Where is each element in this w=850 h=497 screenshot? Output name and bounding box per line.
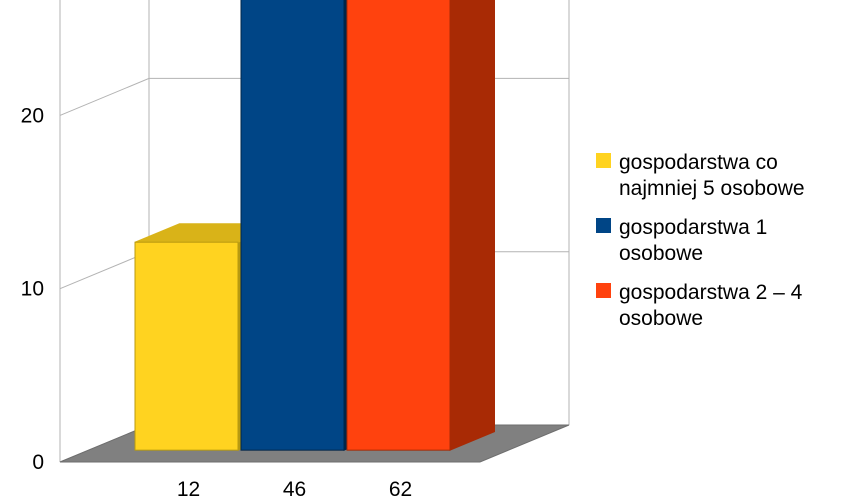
legend-label-line: osobowe: [619, 242, 703, 265]
bar-front: [134, 241, 239, 451]
chart-walls: [59, 0, 570, 462]
legend-swatch: [596, 218, 611, 233]
bar-side: [449, 0, 495, 451]
x-tick-label: 12: [177, 478, 200, 497]
legend-swatch: [596, 153, 611, 168]
x-tick-label: 62: [389, 478, 412, 497]
y-axis-ticks: 010203040506070: [21, 104, 44, 474]
bars: [134, 0, 495, 451]
y-tick-label: 0: [32, 451, 44, 474]
legend-label-line: gospodarstwa co: [619, 151, 778, 174]
legend-label-line: najmniej 5 osobowe: [619, 177, 805, 200]
bar-2: [346, 0, 495, 451]
y-tick-label: 20: [21, 104, 44, 127]
x-tick-label: 46: [283, 478, 306, 497]
legend-label-line: gospodarstwa 2 – 4: [619, 281, 803, 304]
bar-front: [346, 0, 451, 451]
bar-front: [240, 0, 345, 451]
legend-item-0: gospodarstwa co najmniej 5 osobowe: [596, 151, 805, 200]
back-wall-outline: [568, 0, 570, 425]
legend-item-1: gospodarstwa 1 osobowe: [596, 216, 767, 265]
y-tick-label: 10: [21, 278, 44, 301]
legend-item-2: gospodarstwa 2 – 4 osobowe: [596, 281, 803, 330]
legend-label-line: osobowe: [619, 307, 703, 330]
legend-swatch: [596, 283, 611, 298]
legend-label-line: gospodarstwa 1: [619, 216, 767, 239]
x-axis-ticks: 12 46 62: [177, 478, 412, 497]
